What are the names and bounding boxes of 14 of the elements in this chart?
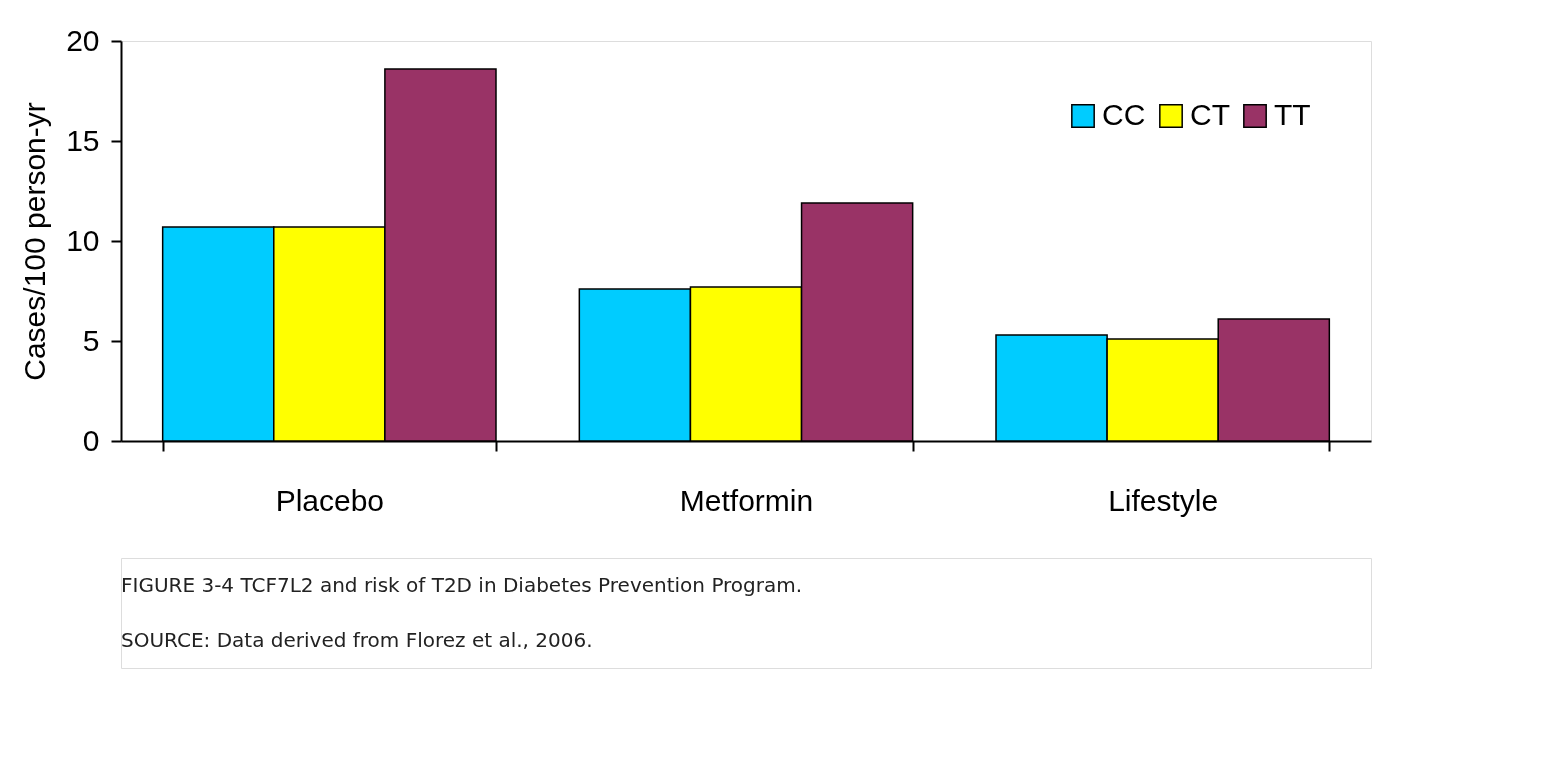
y-tick-label: 0 — [82, 423, 100, 457]
x-tick-label: Metformin — [679, 483, 814, 517]
y-axis-title: Cases/100 person-yr — [18, 102, 52, 381]
x-tick-label: Lifestyle — [1108, 483, 1219, 517]
source-note: SOURCE: Data derived from Florez et al., 2006. — [121, 627, 593, 652]
y-tick-label: 10 — [66, 223, 100, 257]
legend-label: CT — [1190, 98, 1230, 131]
y-tick-label: 15 — [66, 123, 100, 157]
y-tick-label: 20 — [66, 23, 100, 57]
x-tick-label: Placebo — [275, 483, 385, 517]
legend-label: TT — [1274, 98, 1311, 131]
caption: FIGURE 3-4 TCF7L2 and risk of T2D in Diabetes Prevention Program. — [121, 572, 803, 597]
y-tick-label: 5 — [82, 323, 100, 357]
legend-label: CC — [1102, 98, 1146, 131]
